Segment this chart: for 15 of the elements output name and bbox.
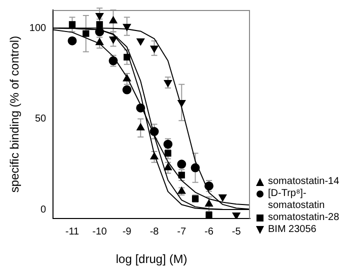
x-tick-label: -8 [150,226,160,238]
legend-label: somatostatin-14 [268,176,340,188]
x-tick-label: -6 [204,226,214,238]
x-axis-title: log [drug] (M) [116,252,188,266]
x-tick-label: -11 [65,226,80,238]
y-tick-label: 0 [40,204,47,216]
legend-label: BIM 23056 [268,224,318,236]
y-tick-label: 100 [29,22,47,34]
legend-label: somatostatin-28 [268,212,340,224]
x-tick-label: -9 [122,226,132,238]
x-tick-label: -7 [177,226,187,238]
x-tick-label: -10 [92,226,108,238]
x-tick-label: -5 [232,226,242,238]
y-tick-label: 50 [34,114,47,125]
y-axis-title: specific binding (% of control) [8,36,22,193]
